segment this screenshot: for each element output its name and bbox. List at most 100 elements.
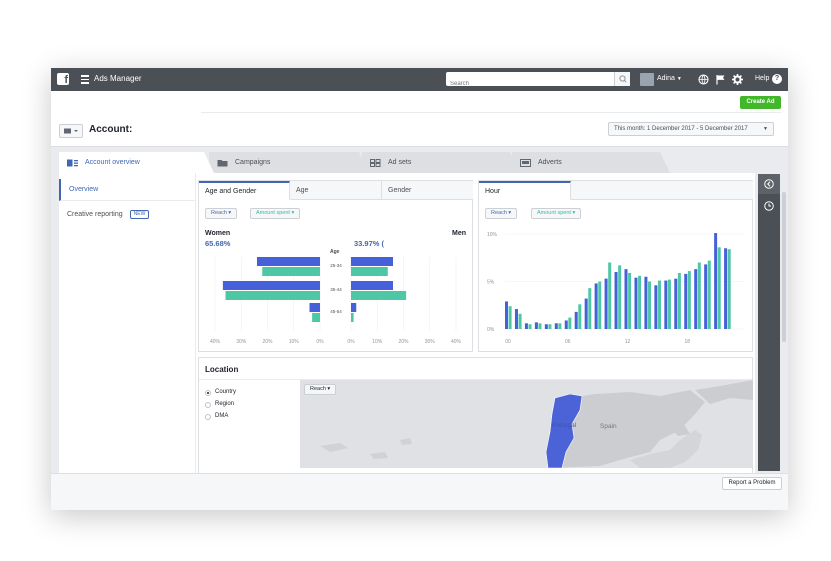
facebook-icon[interactable]: f bbox=[57, 73, 69, 86]
divider bbox=[199, 379, 754, 380]
reach-dropdown[interactable]: Reach ▾ bbox=[485, 208, 518, 219]
x-tick-label: 20% bbox=[398, 339, 409, 345]
divider bbox=[201, 112, 781, 113]
report-problem-button[interactable]: Report a Problem bbox=[722, 477, 782, 490]
hour-reach-bar bbox=[724, 248, 728, 329]
advert-icon bbox=[520, 159, 531, 167]
y-tick-label: 0% bbox=[487, 327, 495, 333]
x-tick-label: 20% bbox=[262, 339, 273, 345]
hour-amount-spent-bar bbox=[677, 272, 681, 329]
tab-label: Adverts bbox=[538, 159, 562, 166]
map-label-spain: Spain bbox=[600, 423, 617, 430]
hour-reach-bar bbox=[574, 311, 578, 329]
hour-amount-spent-bar bbox=[518, 313, 522, 329]
amount-spent-dropdown[interactable]: Amount spent ▾ bbox=[250, 208, 301, 219]
folder-icon bbox=[217, 159, 228, 167]
radio-dma-label: DMA bbox=[215, 413, 229, 419]
age-gender-chart: 40% 30% 20% 10% 0% 0% 10% 20% 30% 40% 25-34 35-44 45… bbox=[210, 257, 462, 345]
tab-age-and-gender[interactable]: Age and Gender bbox=[199, 181, 290, 200]
hour-amount-spent-bar bbox=[558, 323, 562, 329]
gear-icon[interactable] bbox=[732, 74, 743, 85]
search-button[interactable] bbox=[614, 72, 630, 86]
overview-icon bbox=[67, 159, 78, 167]
tab-gender[interactable]: Gender bbox=[382, 181, 473, 200]
tab-bar: Adverts Ad sets Campaigns Account overvi… bbox=[59, 152, 759, 173]
hamburger-icon[interactable] bbox=[81, 75, 89, 84]
hour-reach-bar bbox=[654, 285, 658, 329]
date-range-picker[interactable]: This month: 1 December 2017 - 5 December… bbox=[608, 122, 774, 136]
sidebar: Overview Creative reporting NEW bbox=[59, 173, 196, 473]
men-reach-bar bbox=[351, 303, 357, 312]
hour-amount-spent-bar bbox=[508, 306, 512, 329]
y-tick-label: 5% bbox=[487, 280, 495, 286]
x-tick-label: 0% bbox=[316, 339, 324, 345]
help-link[interactable]: Help bbox=[755, 75, 770, 82]
amount-spent-label: Amount spent bbox=[537, 210, 571, 216]
map-shapes bbox=[320, 380, 753, 468]
tab-adverts[interactable]: Adverts bbox=[512, 152, 670, 173]
reach-dropdown[interactable]: Reach ▾ bbox=[205, 208, 238, 219]
tab-account-overview[interactable]: Account overview bbox=[59, 152, 214, 173]
create-ad-button[interactable]: Create Ad bbox=[740, 96, 781, 109]
account-selector-button[interactable] bbox=[59, 124, 83, 138]
globe-icon[interactable] bbox=[698, 74, 709, 85]
radio-country[interactable] bbox=[205, 390, 211, 396]
x-tick-label: 00 bbox=[505, 339, 511, 345]
amount-spent-dropdown[interactable]: Amount spent ▾ bbox=[531, 208, 582, 219]
tab-campaigns[interactable]: Campaigns bbox=[209, 152, 369, 173]
hour-reach-bar bbox=[594, 283, 598, 329]
location-map[interactable]: Reach ▾ Portugal Spain bbox=[300, 380, 753, 468]
scrollbar[interactable] bbox=[782, 192, 786, 342]
sidebar-item-label: Creative reporting bbox=[67, 211, 123, 218]
tab-ad-sets[interactable]: Ad sets bbox=[362, 152, 520, 173]
avatar[interactable] bbox=[640, 73, 654, 86]
tab-hour[interactable]: Hour bbox=[479, 181, 571, 200]
men-reach-bar bbox=[351, 257, 393, 266]
women-percent: 65.68% bbox=[205, 239, 231, 248]
women-reach-bar bbox=[257, 257, 320, 266]
search-input[interactable] bbox=[446, 77, 611, 91]
map-metric-dropdown[interactable]: Reach ▾ bbox=[304, 384, 337, 395]
hour-chart: 10% 5% 0% 00 06 12 18 bbox=[487, 232, 744, 345]
hour-amount-spent-bar bbox=[657, 280, 661, 329]
hour-amount-spent-bar bbox=[598, 281, 602, 329]
hour-amount-spent-bar bbox=[548, 324, 552, 329]
radio-country-label: Country bbox=[215, 389, 237, 395]
hour-reach-bar bbox=[694, 269, 698, 329]
hour-reach-bar bbox=[644, 276, 648, 329]
hour-amount-spent-bar bbox=[618, 265, 622, 329]
clock-icon[interactable] bbox=[764, 201, 774, 211]
tab-age[interactable]: Age bbox=[290, 181, 382, 200]
sidebar-item-overview[interactable]: Overview bbox=[59, 179, 196, 201]
hour-reach-bar bbox=[664, 280, 668, 329]
hour-amount-spent-bar bbox=[588, 288, 592, 329]
men-amount-spent-bar bbox=[351, 291, 407, 300]
collapse-panel-button[interactable] bbox=[758, 174, 780, 194]
location-title: Location bbox=[205, 365, 239, 374]
hour-card: Hour Reach ▾ Amount spent ▾ 10% 5% 0% 00 06 1… bbox=[478, 180, 753, 352]
x-tick-label: 30% bbox=[236, 339, 247, 345]
help-icon[interactable]: ? bbox=[772, 74, 782, 84]
date-range-label: This month: 1 December 2017 - 5 December… bbox=[614, 126, 748, 132]
hour-reach-bar bbox=[614, 272, 618, 329]
hour-amount-spent-bar bbox=[638, 275, 642, 329]
radio-region[interactable] bbox=[205, 402, 211, 408]
hour-amount-spent-bar bbox=[707, 260, 711, 329]
hour-reach-bar bbox=[514, 309, 518, 329]
men-percent: 33.97% ( bbox=[354, 239, 385, 248]
hour-amount-spent-bar bbox=[717, 247, 721, 329]
hour-reach-bar bbox=[554, 323, 558, 329]
women-reach-bar bbox=[309, 303, 320, 312]
chevron-down-icon: ▼ bbox=[763, 126, 768, 132]
y-tick-label: 10% bbox=[487, 232, 498, 238]
account-label: Account: bbox=[89, 124, 133, 135]
sidebar-item-creative-reporting[interactable]: Creative reporting NEW bbox=[59, 209, 196, 221]
x-tick-label: 10% bbox=[372, 339, 383, 345]
hour-reach-bar bbox=[634, 277, 638, 329]
tab-label: Campaigns bbox=[235, 159, 271, 166]
flag-icon[interactable] bbox=[715, 74, 726, 85]
hour-amount-spent-bar bbox=[648, 281, 652, 329]
women-amount-spent-bar bbox=[225, 291, 320, 300]
user-menu[interactable]: Adina ▼ bbox=[657, 75, 682, 82]
radio-dma[interactable] bbox=[205, 414, 211, 420]
